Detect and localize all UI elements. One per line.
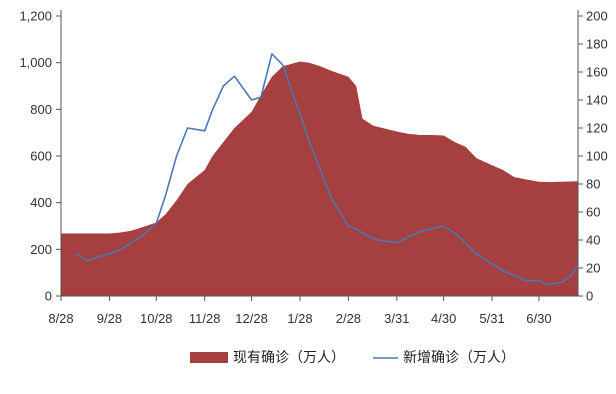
y-left-tick-label: 200 [30,242,52,257]
y-right-tick-label: 100 [586,149,608,164]
y-left-tick-label: 1,200 [19,9,52,24]
x-tick-label: 9/28 [97,311,122,326]
x-tick-label: 4/30 [431,311,456,326]
y-right-tick-label: 140 [586,93,608,108]
legend-label-existing-confirmed: 现有确诊（万人） [233,350,345,366]
y-right-tick-label: 120 [586,121,608,136]
y-right-tick-label: 80 [586,177,600,192]
y-right-tick-label: 40 [586,233,600,248]
area-layer [61,61,578,296]
x-tick-label: 1/28 [287,311,312,326]
legend-label-new-confirmed: 新增确诊（万人） [403,350,515,366]
x-tick-label: 12/28 [235,311,268,326]
y-right-tick-label: 0 [586,289,593,304]
y-left-tick-label: 800 [30,102,52,117]
line-layer [76,53,579,286]
x-tick-label: 11/28 [189,311,221,326]
y-right-tick-label: 160 [586,65,608,80]
legend: 现有确诊（万人） 新增确诊（万人） [190,350,515,366]
y-left-tick-label: 600 [30,149,52,164]
x-tick-label: 3/31 [384,311,409,326]
y-left-tick-label: 1,000 [19,55,52,70]
x-tick-label: 6/30 [526,311,551,326]
y-right-tick-label: 60 [586,205,600,220]
y-right-tick-label: 180 [586,37,608,52]
legend-swatch-existing-confirmed [190,352,228,363]
y-right-tick-label: 200 [586,9,608,24]
line-series-new-confirmed [76,53,579,286]
x-tick-label: 10/28 [140,311,173,326]
y-left-tick-label: 0 [45,289,52,304]
area-series-existing-confirmed [61,61,578,296]
x-tick-label: 5/31 [479,311,504,326]
y-left-tick-label: 400 [30,195,52,210]
y-right-tick-label: 20 [586,261,600,276]
x-tick-label: 8/28 [48,311,73,326]
axes-layer: 0 200 400 600 800 1,000 1,200 0 20 40 60 80 100 120 14… [19,9,607,327]
x-tick-label: 2/28 [336,311,361,326]
